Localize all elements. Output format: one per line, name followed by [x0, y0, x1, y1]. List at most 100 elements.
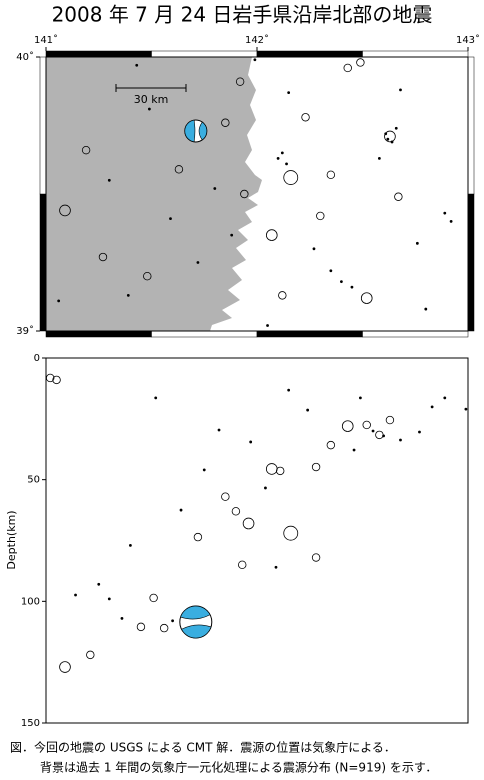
event: [264, 486, 267, 490]
event: [430, 405, 434, 409]
event: [235, 77, 245, 86]
event: [312, 247, 316, 251]
event: [171, 619, 175, 623]
event: [221, 118, 230, 127]
y-axis-label: Depth(km): [5, 510, 18, 569]
event: [159, 623, 169, 633]
map-frame: [45, 56, 469, 332]
mechanism-lobe: [184, 119, 196, 143]
event: [193, 532, 203, 542]
event: [128, 543, 132, 547]
mechanism-lobe: [180, 605, 211, 620]
mechanism-lobe: [181, 624, 212, 639]
event: [59, 661, 71, 673]
event: [418, 430, 421, 434]
event: [240, 189, 249, 199]
frame-bar: [151, 330, 258, 338]
caption-line: 背景は過去 1 年間の気象庁一元化処理による震源分布 (N=919) を示す．: [40, 760, 437, 775]
event: [394, 126, 398, 130]
mechanism-lobe: [198, 121, 208, 141]
event: [274, 565, 278, 569]
frame-bar: [467, 193, 475, 332]
event: [415, 241, 419, 245]
event: [301, 113, 310, 122]
y-tick-label: 50: [27, 475, 40, 486]
event: [169, 217, 172, 221]
land: [46, 57, 262, 331]
y-tick-label: 39˚: [16, 325, 34, 337]
section-frame: [45, 357, 469, 724]
event: [399, 88, 402, 92]
event: [283, 170, 299, 185]
event: [306, 408, 310, 412]
event: [360, 292, 373, 304]
event: [352, 448, 356, 452]
event: [464, 407, 468, 411]
event: [276, 466, 285, 476]
event: [217, 428, 221, 432]
event: [238, 560, 247, 570]
event: [107, 597, 111, 601]
event: [280, 151, 284, 155]
frame-bar: [151, 50, 258, 58]
focal-mechanism: [184, 119, 208, 143]
focal-mechanism: [179, 605, 213, 639]
event: [329, 269, 333, 273]
y-tick-label: 150: [21, 718, 40, 729]
event: [316, 211, 325, 221]
event: [341, 420, 354, 432]
frame-bar: [256, 50, 363, 58]
title: 2008 年 7 月 24 日岩手県沿岸北部の地震: [52, 3, 433, 27]
event: [221, 492, 230, 501]
y-tick-label: 100: [21, 596, 40, 607]
x-tick-label: 143˚: [456, 34, 480, 46]
event: [424, 307, 428, 311]
frame-bar: [467, 56, 475, 195]
scale-bar: [115, 84, 187, 92]
event: [97, 582, 101, 586]
frame-bar: [362, 50, 469, 58]
event: [350, 285, 354, 289]
y-tick-label: 0: [34, 353, 40, 364]
event: [443, 211, 447, 215]
event: [311, 462, 321, 472]
event: [126, 293, 130, 297]
event: [358, 396, 362, 400]
event: [285, 162, 288, 166]
event: [326, 170, 336, 180]
event: [231, 507, 241, 516]
event: [74, 593, 77, 597]
event: [154, 396, 158, 400]
event: [46, 373, 55, 383]
event: [443, 396, 447, 400]
event: [179, 508, 183, 512]
x-tick-label: 141˚: [34, 34, 58, 46]
event: [276, 156, 280, 160]
event: [174, 165, 184, 174]
event: [265, 229, 278, 241]
y-tick-label: 40˚: [16, 51, 34, 63]
event: [253, 58, 257, 62]
frame-bar: [45, 330, 152, 338]
event: [390, 140, 394, 144]
x-tick-label: 142˚: [245, 34, 269, 46]
event: [371, 429, 375, 433]
event: [149, 593, 158, 603]
event: [384, 132, 388, 136]
frame-bar: [39, 56, 47, 195]
event: [311, 553, 321, 562]
event: [377, 156, 381, 160]
event: [57, 299, 61, 303]
frame-bar: [39, 193, 47, 332]
event: [135, 63, 139, 67]
event: [196, 261, 200, 264]
event: [120, 616, 124, 620]
event: [362, 420, 371, 430]
event: [449, 219, 453, 223]
event: [283, 525, 299, 541]
event: [343, 63, 352, 73]
frame-bar: [45, 50, 152, 58]
event: [136, 622, 146, 632]
event: [356, 58, 365, 67]
